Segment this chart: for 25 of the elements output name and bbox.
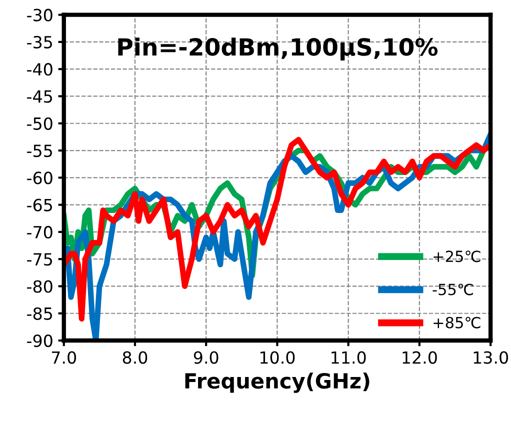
annotation: Pin=-20dBm,100µS,10% [118, 38, 438, 60]
y-tick-label: -85 [27, 307, 52, 320]
y-tick-label: -60 [27, 172, 52, 184]
x-tick-label: 9.0 [194, 351, 218, 364]
y-tick-label: -55 [27, 144, 52, 158]
x-tick-label: 10.0 [260, 351, 295, 364]
y-tick-label: -35 [27, 36, 52, 49]
x-tick-label: 13.0 [474, 351, 508, 364]
x-tick-label: 12.0 [402, 351, 437, 364]
legend-label: -55℃ [432, 284, 474, 296]
y-tick-label: -70 [27, 226, 52, 239]
x-tick-label: 11.0 [332, 351, 366, 364]
y-tick-label: -45 [27, 90, 52, 103]
y-tick-label: -75 [27, 253, 52, 266]
legend-label: +25℃ [434, 250, 480, 262]
y-tick-label: -90 [27, 334, 52, 348]
x-tick-label: 8.0 [122, 351, 148, 364]
x-tick-label: 7.0 [52, 351, 76, 364]
y-tick-label: -40 [27, 63, 52, 76]
y-tick-label: -30 [27, 8, 52, 22]
y-tick-label: -50 [27, 117, 52, 130]
y-tick-label: -65 [27, 198, 52, 212]
y-tick-label: -80 [27, 280, 52, 293]
legend-label: +85℃ [434, 316, 480, 328]
x-axis-title: Frequency(GHz) [185, 372, 370, 393]
